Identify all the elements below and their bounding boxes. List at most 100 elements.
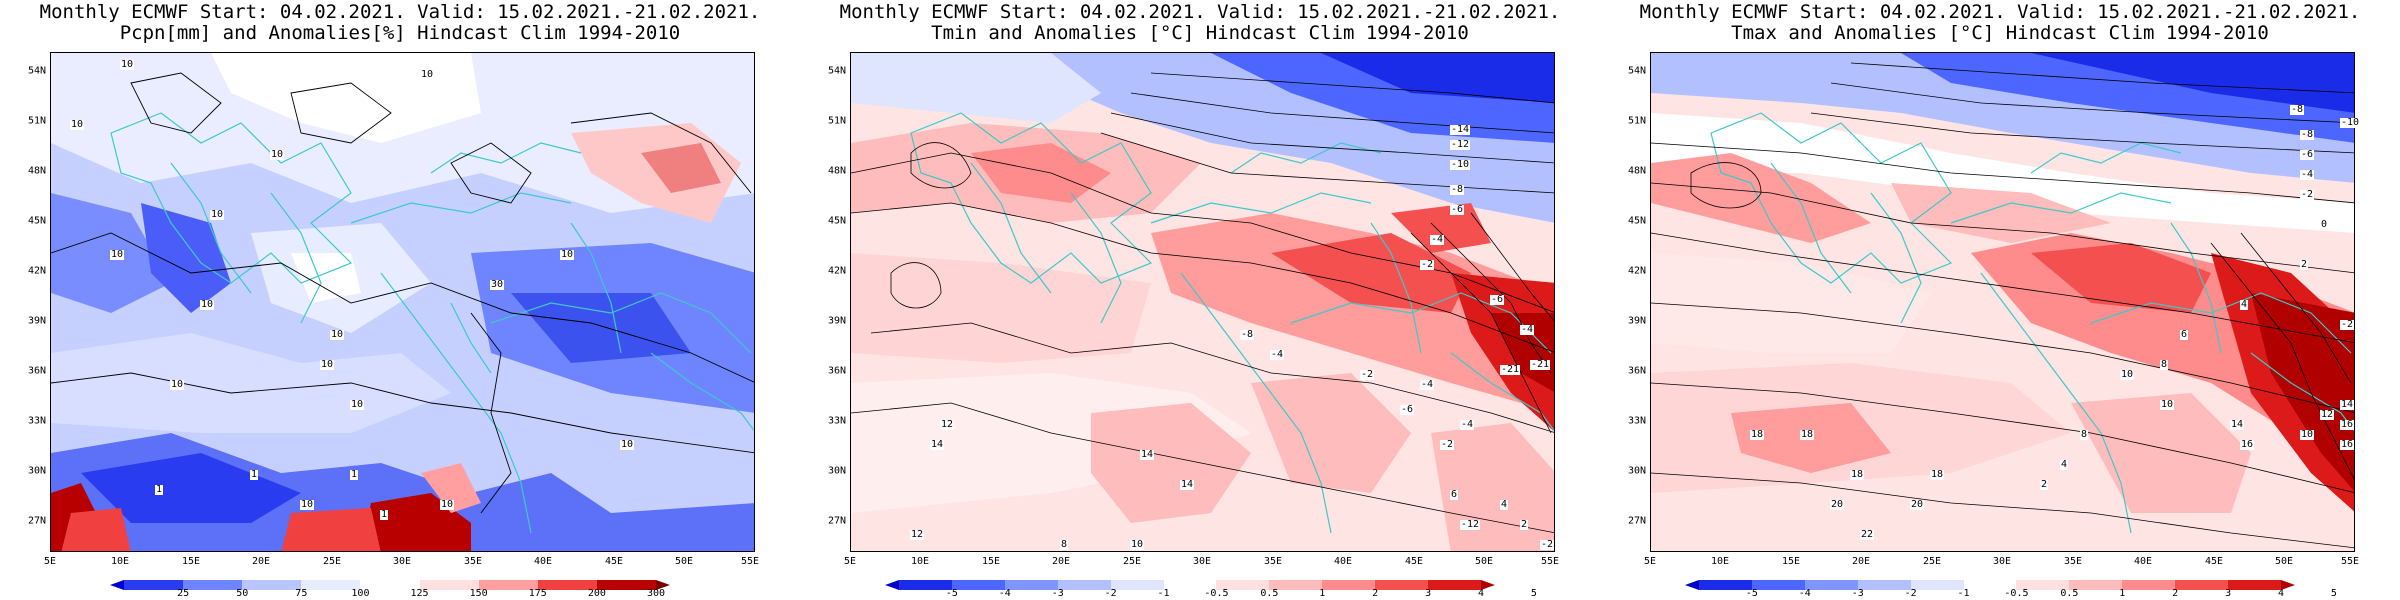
contour-label: 12 (2320, 409, 2335, 420)
lon-label: 45E (1404, 556, 1424, 567)
contour-label: 4 (2060, 459, 2069, 470)
colorbar-segment (1857, 580, 1911, 590)
contour-label: -21 (1530, 359, 1551, 370)
colorbar-segment (1216, 580, 1270, 590)
colorbar-tick-label: -3 (1851, 588, 1864, 599)
contour-label: 1 (350, 469, 359, 480)
coastlines (1710, 112, 2354, 534)
precip-map-svg (51, 53, 754, 551)
colorbar-segment (1269, 580, 1323, 590)
colorbar-segment (1110, 580, 1164, 590)
contour-label: -2 (1420, 259, 1435, 270)
panel-title-line1: Monthly ECMWF Start: 04.02.2021. Valid: … (839, 1, 1561, 23)
contour-label: -4 (1420, 379, 1435, 390)
lat-label: 36N (27, 365, 46, 377)
contour-label: -6 (2300, 149, 2315, 160)
contour-label: 10 (210, 209, 225, 220)
colorbar-tick-label: 300 (646, 588, 666, 599)
contour-label: -21 (1500, 364, 1521, 375)
colorbar-min-arrow (1685, 580, 1699, 590)
colorbar-segment (1751, 580, 1805, 590)
colorbar-tick-label: 25 (177, 588, 190, 599)
colorbar-max-arrow (655, 580, 670, 590)
contour-label: 10 (560, 249, 575, 260)
contour-label: 16 (2240, 439, 2255, 450)
lon-label: 50E (1474, 556, 1494, 567)
lon-label: 15E (181, 556, 201, 567)
contour-label: 10 (440, 499, 455, 510)
lon-label: 5E (43, 556, 57, 567)
contour-label: -12 (1450, 139, 1471, 150)
lat-label: 42N (1627, 265, 1646, 277)
colorbar-segment (2069, 580, 2123, 590)
contours (51, 72, 754, 514)
panel-title-line2: Tmin and Anomalies [°C] Hindcast Clim 19… (931, 22, 1469, 44)
tmin-map-svg (851, 53, 1554, 551)
colorbar-tick-label: 2 (2172, 588, 2179, 599)
colorbar-tick-label: 5 (2330, 588, 2337, 599)
colorbar-tmin (885, 580, 1495, 590)
lat-label: 36N (1627, 365, 1646, 377)
contour-label: 14 (1140, 449, 1155, 460)
lon-label: 20E (1051, 556, 1071, 567)
contour-label: 14 (2230, 419, 2245, 430)
contour-label: 1 (250, 469, 259, 480)
colorbar-tick-label: 4 (2277, 588, 2285, 599)
lat-label: 39N (27, 315, 46, 327)
contour-label: 10 (270, 149, 285, 160)
colorbar-tick-label: 4 (1477, 588, 1485, 599)
contour-label: 18 (1850, 469, 1865, 480)
panel-precipitation: Monthly ECMWF Start: 04.02.2021. Valid: … (0, 0, 800, 600)
coastlines (110, 112, 754, 534)
contour-label: 1 (380, 509, 389, 520)
colorbar-precip (110, 580, 670, 590)
lat-label: 33N (827, 415, 846, 427)
colorbar-tick-label: 1 (2119, 588, 2126, 599)
lon-label: 45E (604, 556, 624, 567)
contour-label: 8 (1060, 539, 1069, 550)
lon-label: 10E (1710, 556, 1730, 567)
contour-label: 4 (1500, 499, 1509, 510)
contour-label: 0 (2320, 219, 2329, 230)
lat-label: 33N (1627, 415, 1646, 427)
lat-label: 54N (27, 65, 46, 77)
contour-label: 10 (2160, 399, 2175, 410)
colorbar-tick-label: -0.5 (2004, 588, 2029, 599)
colorbar-tick-label: 3 (1425, 588, 1432, 599)
lon-label: 5E (1643, 556, 1657, 567)
contour-label: 20 (1910, 499, 1925, 510)
contour-label: 8 (2160, 359, 2169, 370)
colorbar-segment (899, 580, 952, 590)
lon-label: 55E (740, 556, 760, 567)
colorbar-segment (951, 580, 1005, 590)
contour-label: 10 (120, 59, 135, 70)
colorbar-tick-label: -4 (1798, 588, 1811, 599)
tmax-map-svg (1651, 53, 2354, 551)
lat-label: 27N (27, 515, 46, 527)
contour-label: -8 (1450, 184, 1465, 195)
colorbar-max-arrow (1480, 580, 1495, 590)
lon-label: 10E (910, 556, 930, 567)
lat-label: 45N (827, 215, 846, 227)
lat-label: 39N (827, 315, 846, 327)
lon-label: 25E (322, 556, 342, 567)
lon-label: 30E (392, 556, 412, 567)
contour-label: 8 (2080, 429, 2089, 440)
anomaly-fill (1651, 53, 2354, 513)
colorbar-min-arrow (110, 580, 124, 590)
contour-label: -2 (2340, 319, 2355, 330)
contour-label: -12 (1460, 519, 1481, 530)
colorbar-tick-label: 3 (2225, 588, 2232, 599)
colorbar-segment (1428, 580, 1481, 590)
contour-label: 10 (2120, 369, 2135, 380)
lat-label: 27N (1627, 515, 1646, 527)
colorbar-segment (2175, 580, 2229, 590)
lat-label: 45N (1627, 215, 1646, 227)
contour-label: 16 (2340, 419, 2355, 430)
contour-label: 10 (70, 119, 85, 130)
colorbar-tick-label: 5 (1530, 588, 1537, 599)
panel-title-line2: Pcpn[mm] and Anomalies[%] Hindcast Clim … (119, 22, 681, 44)
contour-label: -6 (1400, 404, 1415, 415)
contour-label: 10 (110, 249, 125, 260)
colorbar-segment (124, 580, 184, 590)
